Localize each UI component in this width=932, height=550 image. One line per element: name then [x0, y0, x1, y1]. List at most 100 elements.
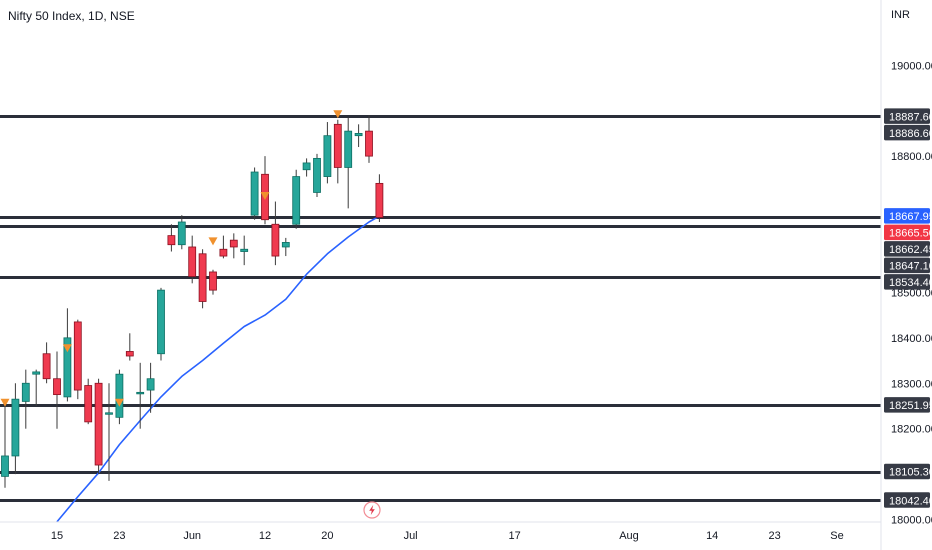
price-tag: 18667.95: [884, 208, 932, 224]
moving-average-layer: [56, 215, 380, 523]
price-tag: 18105.30: [884, 463, 932, 480]
signal-marker: [0, 398, 10, 407]
candle-body: [167, 235, 176, 246]
price-tag-background: [884, 224, 930, 241]
chart-title: Nifty 50 Index, 1D, NSE: [8, 9, 135, 23]
price-tag-label: 18665.50: [889, 228, 932, 240]
bearish-candle: [167, 224, 176, 252]
price-tag-label: 18042.40: [889, 495, 932, 507]
date-tick-label: 17: [508, 530, 520, 542]
price-tick-label: 18000.00: [891, 515, 932, 527]
candle-body: [42, 353, 51, 380]
candle-body: [365, 130, 373, 157]
lightning-icon: [369, 505, 375, 515]
candle-body: [63, 337, 72, 398]
candle-body: [344, 130, 353, 168]
bearish-candle: [73, 319, 82, 400]
bearish-candle: [333, 119, 342, 184]
bearish-candle: [94, 378, 103, 475]
signal-marker: [208, 237, 218, 246]
bullish-candle: [354, 124, 363, 148]
price-axis[interactable]: 19000.00 18800.00 18500.00 18400.00 18300.00…: [891, 60, 932, 526]
bearish-candle: [42, 342, 51, 384]
price-tag-background: [884, 492, 930, 508]
price-tags: 18887.60 18886.60 18667.95 18665.50 18662.45…: [884, 108, 932, 508]
date-tick-label: 14: [706, 530, 718, 542]
bullish-candle: [136, 362, 145, 429]
candle-body: [271, 223, 280, 257]
price-tag: 18647.10: [884, 257, 932, 274]
candle-body: [53, 378, 61, 396]
bullish-candle: [63, 308, 72, 402]
date-tick-label: Jun: [183, 530, 201, 542]
signal-marker: [333, 110, 343, 119]
candle-body: [354, 133, 363, 137]
candle-body: [73, 321, 82, 391]
bullish-candle: [344, 117, 353, 209]
candle-body: [11, 398, 20, 457]
candle-body: [313, 157, 321, 193]
bullish-candle: [302, 158, 311, 177]
bearish-candle: [219, 235, 228, 259]
candle-body: [136, 391, 145, 395]
price-tick-label: 18400.00: [891, 333, 932, 345]
time-axis[interactable]: 15 23 Jun 12 20 Jul 17 Aug 14 23 Se: [51, 530, 844, 542]
signal-marker: [260, 192, 270, 201]
candle-body: [21, 382, 30, 402]
candle-body: [32, 371, 41, 375]
price-tick-label: 18300.00: [891, 378, 932, 390]
bullish-candle: [250, 167, 259, 220]
bullish-candle: [11, 383, 20, 475]
price-tag-label: 18251.95: [889, 400, 932, 412]
price-tag: 18662.45: [884, 241, 932, 257]
date-tick-label: 12: [259, 530, 271, 542]
bearish-candle: [365, 115, 373, 163]
bearish-candle: [53, 351, 61, 429]
price-tag-background: [884, 397, 930, 413]
price-tag-label: 18887.60: [889, 111, 932, 123]
candle-body: [125, 351, 134, 357]
moving-average-line: [56, 215, 380, 523]
candle-body: [209, 271, 217, 291]
candle-body: [1, 455, 9, 477]
signal-marker: [114, 398, 124, 407]
price-tag-background: [884, 274, 930, 290]
price-tag-label: 18534.40: [889, 277, 932, 289]
price-tag-label: 18662.45: [889, 244, 932, 256]
candle-body: [94, 382, 103, 466]
price-tag: 18251.95: [884, 397, 932, 413]
bullish-candle: [281, 237, 290, 257]
bearish-candle: [271, 201, 280, 266]
candle-body: [292, 176, 301, 225]
date-tick-label: 23: [768, 530, 780, 542]
candle-body: [157, 289, 165, 355]
signal-markers-layer: [0, 110, 343, 407]
date-tick-label: Se: [830, 530, 843, 542]
bullish-candle: [240, 235, 249, 266]
candle-body: [219, 248, 228, 257]
bearish-candle: [84, 378, 93, 425]
candle-body: [323, 135, 332, 177]
candle-body: [177, 221, 186, 246]
lightning-event-icon[interactable]: [363, 501, 381, 519]
bullish-candle: [32, 369, 41, 406]
bearish-candle: [229, 233, 238, 259]
price-tag-label: 18667.95: [889, 211, 932, 223]
candles-layer: [1, 115, 384, 488]
bullish-candle: [105, 383, 113, 481]
price-tick-label: 18200.00: [891, 424, 932, 436]
price-tag: 18886.60: [884, 124, 932, 141]
bullish-candle: [1, 403, 9, 488]
candle-body: [302, 162, 311, 171]
bullish-candle: [177, 215, 186, 250]
bearish-candle: [375, 174, 384, 222]
candle-body: [333, 123, 342, 168]
bearish-candle: [125, 333, 134, 361]
price-tick-label: 18800.00: [891, 151, 932, 163]
candle-body: [281, 242, 290, 248]
candle-body: [198, 253, 207, 302]
date-tick-label: 15: [51, 530, 63, 542]
price-tag-background: [884, 241, 930, 257]
